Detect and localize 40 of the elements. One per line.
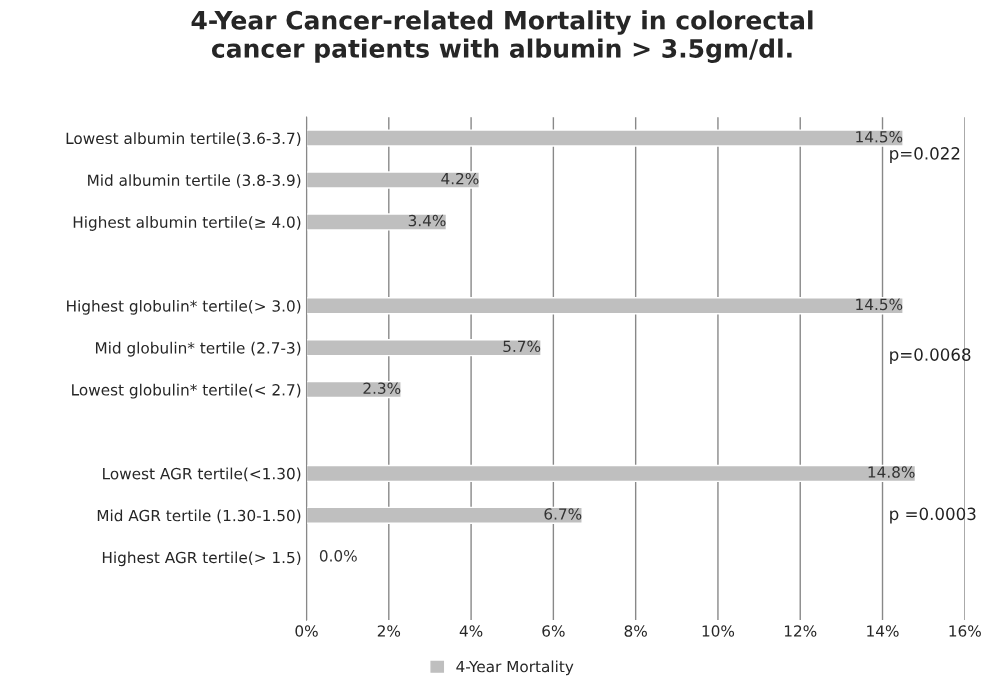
annotation: p =0.0003 xyxy=(890,507,976,524)
legend-label: 4-Year Mortality xyxy=(456,660,574,676)
y-tick-label: Mid albumin tertile (3.8-3.9) xyxy=(88,174,301,188)
y-tick-label: Mid globulin* tertile (2.7-3) xyxy=(95,341,301,357)
bar xyxy=(306,129,904,147)
bar xyxy=(306,297,904,315)
chart-title: 4-Year Cancer-related Mortality in colorectal cancer patients with albumin > 3.5gm/dl. xyxy=(191,10,813,63)
data-label: 3.4% xyxy=(408,214,446,227)
y-tick-label: Highest globulin* tertile(> 3.0) xyxy=(67,299,301,315)
data-label: 14.5% xyxy=(856,130,903,143)
data-label: 6.7% xyxy=(544,508,582,520)
y-tick-label: Lowest AGR tertile(<1.30) xyxy=(103,467,301,482)
y-tick-label: Highest AGR tertile(> 1.5) xyxy=(102,551,301,567)
x-tick-label: 4% xyxy=(459,625,483,637)
bar xyxy=(306,464,917,483)
x-tick-label: 10% xyxy=(702,625,735,637)
bar xyxy=(306,506,583,524)
data-label: 4.2% xyxy=(441,172,479,185)
bar xyxy=(306,338,542,357)
x-tick-label: 2% xyxy=(377,625,401,637)
data-label: 14.5% xyxy=(856,298,903,311)
annotation: p=0.0068 xyxy=(890,348,971,365)
x-tick-label: 6% xyxy=(542,625,565,637)
data-label: 0.0% xyxy=(319,550,357,562)
x-tick-label: 0% xyxy=(295,625,318,637)
x-tick-label: 8% xyxy=(624,625,647,637)
x-tick-label: 14% xyxy=(867,625,899,637)
data-label: 5.7% xyxy=(503,340,541,353)
bar xyxy=(306,213,448,231)
x-tick-label: 16% xyxy=(949,625,981,637)
data-label: 14.8% xyxy=(868,466,915,478)
x-tick-label: 12% xyxy=(784,625,817,637)
bar xyxy=(306,380,402,399)
y-tick-label: Highest albumin tertile(≥ 4.0) xyxy=(73,216,301,231)
bar xyxy=(306,171,481,189)
y-tick-label: Mid AGR tertile (1.30-1.50) xyxy=(97,509,301,524)
y-tick-label: Lowest albumin tertile(3.6-3.7) xyxy=(66,132,301,146)
y-tick-label: Lowest globulin* tertile(< 2.7) xyxy=(72,383,301,399)
data-label: 2.3% xyxy=(363,382,401,395)
annotation: p=0.022 xyxy=(890,147,960,163)
